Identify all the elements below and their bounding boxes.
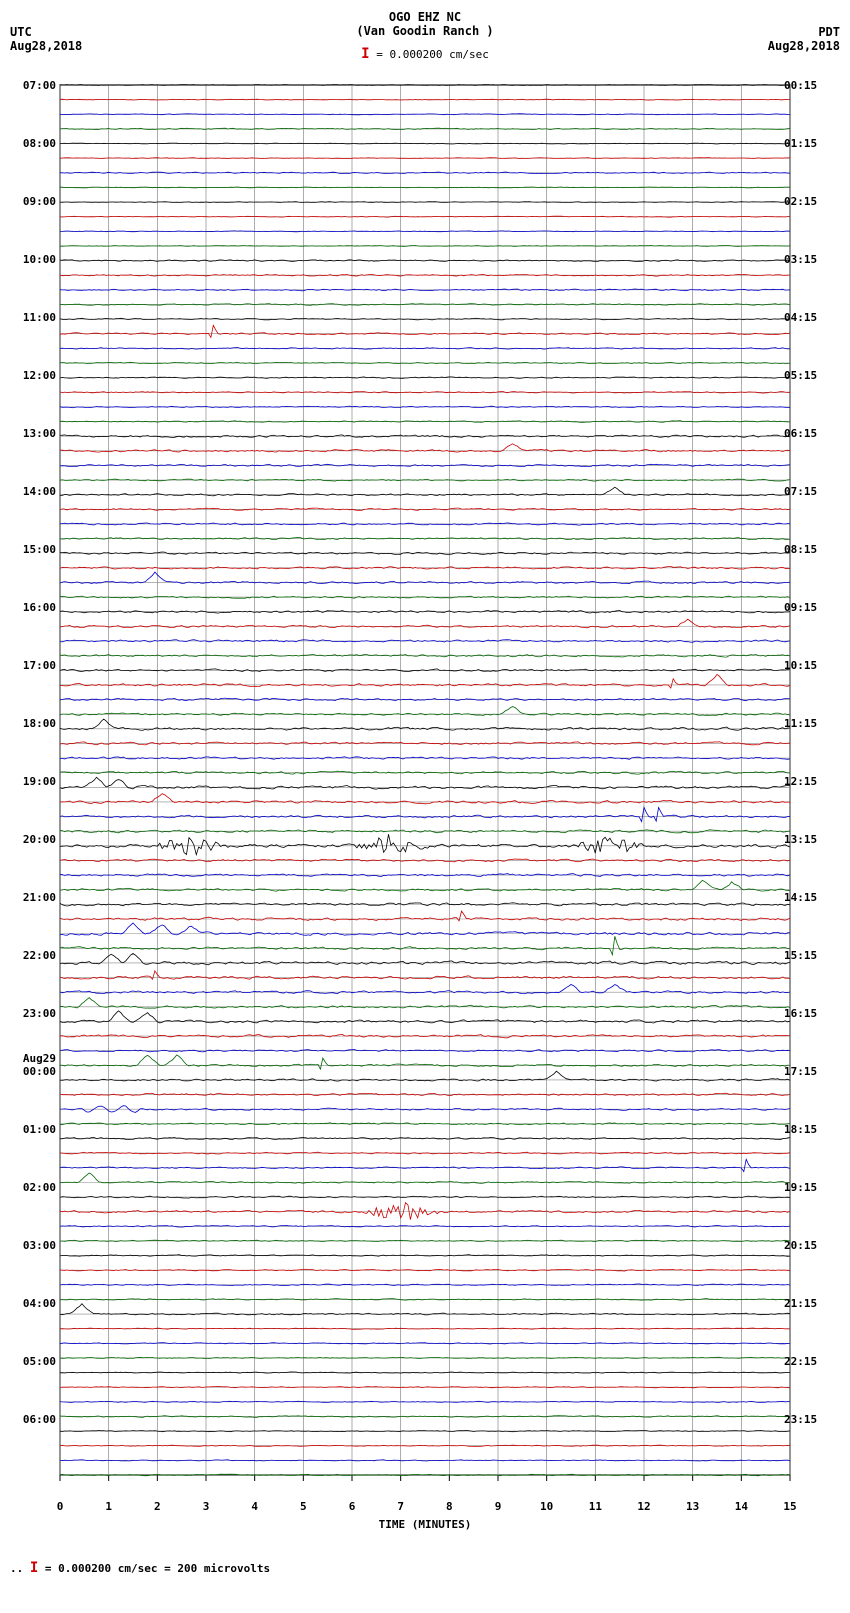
x-tick: 0 xyxy=(57,1500,64,1513)
x-tick: 1 xyxy=(105,1500,112,1513)
left-date: Aug28,2018 xyxy=(10,39,82,53)
right-time-label: 04:15 xyxy=(784,312,817,323)
scale-value: = 0.000200 cm/sec xyxy=(370,48,489,61)
x-tick: 13 xyxy=(686,1500,699,1513)
right-time-label: 05:15 xyxy=(784,370,817,381)
x-tick: 7 xyxy=(397,1500,404,1513)
right-time-label: 01:15 xyxy=(784,138,817,149)
right-time-label: 16:15 xyxy=(784,1008,817,1019)
footer-scale: .. I = 0.000200 cm/sec = 200 microvolts xyxy=(10,1560,840,1576)
header-center: OGO EHZ NC (Van Goodin Ranch ) I = 0.000… xyxy=(356,10,493,62)
right-time-label: 08:15 xyxy=(784,544,817,555)
x-tick: 8 xyxy=(446,1500,453,1513)
right-time-label: 17:15 xyxy=(784,1066,817,1077)
scale-indicator: I = 0.000200 cm/sec xyxy=(356,46,493,62)
right-time-label: 06:15 xyxy=(784,428,817,439)
right-time-label: 15:15 xyxy=(784,950,817,961)
right-time-label: 03:15 xyxy=(784,254,817,265)
x-tick: 2 xyxy=(154,1500,161,1513)
right-time-label: 19:15 xyxy=(784,1182,817,1193)
right-time-label: 21:15 xyxy=(784,1298,817,1309)
header-right: PDT Aug28,2018 xyxy=(768,25,840,53)
right-time-label: 00:15 xyxy=(784,80,817,91)
x-axis-title: TIME (MINUTES) xyxy=(379,1518,472,1531)
x-tick: 15 xyxy=(783,1500,796,1513)
x-axis: TIME (MINUTES) 0123456789101112131415 xyxy=(10,1490,840,1540)
x-tick: 12 xyxy=(637,1500,650,1513)
x-tick: 3 xyxy=(203,1500,210,1513)
x-tick: 4 xyxy=(251,1500,258,1513)
right-time-label: 23:15 xyxy=(784,1414,817,1425)
right-time-label: 20:15 xyxy=(784,1240,817,1251)
x-tick: 9 xyxy=(495,1500,502,1513)
seismogram-svg xyxy=(10,80,840,1490)
right-time-label: 18:15 xyxy=(784,1124,817,1135)
footer-prefix: .. xyxy=(10,1562,30,1575)
scale-bar-icon: I xyxy=(361,46,369,62)
x-tick: 11 xyxy=(589,1500,602,1513)
header-left: UTC Aug28,2018 xyxy=(10,25,82,53)
right-time-label: 09:15 xyxy=(784,602,817,613)
right-time-label: 02:15 xyxy=(784,196,817,207)
right-time-label: 10:15 xyxy=(784,660,817,671)
right-time-label: 07:15 xyxy=(784,486,817,497)
station-name: (Van Goodin Ranch ) xyxy=(356,24,493,38)
station-code: OGO EHZ NC xyxy=(356,10,493,24)
x-tick: 5 xyxy=(300,1500,307,1513)
seismogram-plot: 07:0008:0009:0010:0011:0012:0013:0014:00… xyxy=(10,80,840,1490)
x-tick: 6 xyxy=(349,1500,356,1513)
footer-text: = 0.000200 cm/sec = 200 microvolts xyxy=(38,1562,270,1575)
right-time-label: 11:15 xyxy=(784,718,817,729)
right-time-label: 12:15 xyxy=(784,776,817,787)
x-tick: 14 xyxy=(735,1500,748,1513)
right-time-label: 14:15 xyxy=(784,892,817,903)
right-timezone: PDT xyxy=(768,25,840,39)
chart-header: UTC Aug28,2018 OGO EHZ NC (Van Goodin Ra… xyxy=(10,10,840,80)
right-date: Aug28,2018 xyxy=(768,39,840,53)
right-time-label: 22:15 xyxy=(784,1356,817,1367)
x-tick: 10 xyxy=(540,1500,553,1513)
right-time-label: 13:15 xyxy=(784,834,817,845)
left-timezone: UTC xyxy=(10,25,82,39)
